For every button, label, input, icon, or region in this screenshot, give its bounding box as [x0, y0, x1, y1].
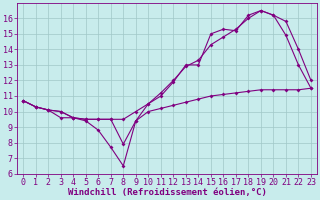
- X-axis label: Windchill (Refroidissement éolien,°C): Windchill (Refroidissement éolien,°C): [68, 188, 267, 197]
